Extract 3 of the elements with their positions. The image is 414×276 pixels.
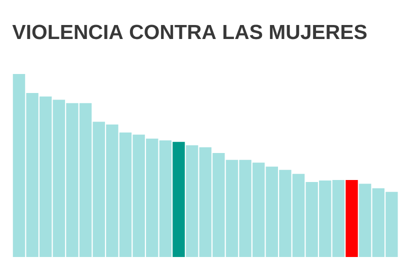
bar — [346, 180, 358, 257]
bar — [172, 142, 185, 257]
chart-title: VIOLENCIA CONTRA LAS MUJERES — [12, 24, 367, 40]
